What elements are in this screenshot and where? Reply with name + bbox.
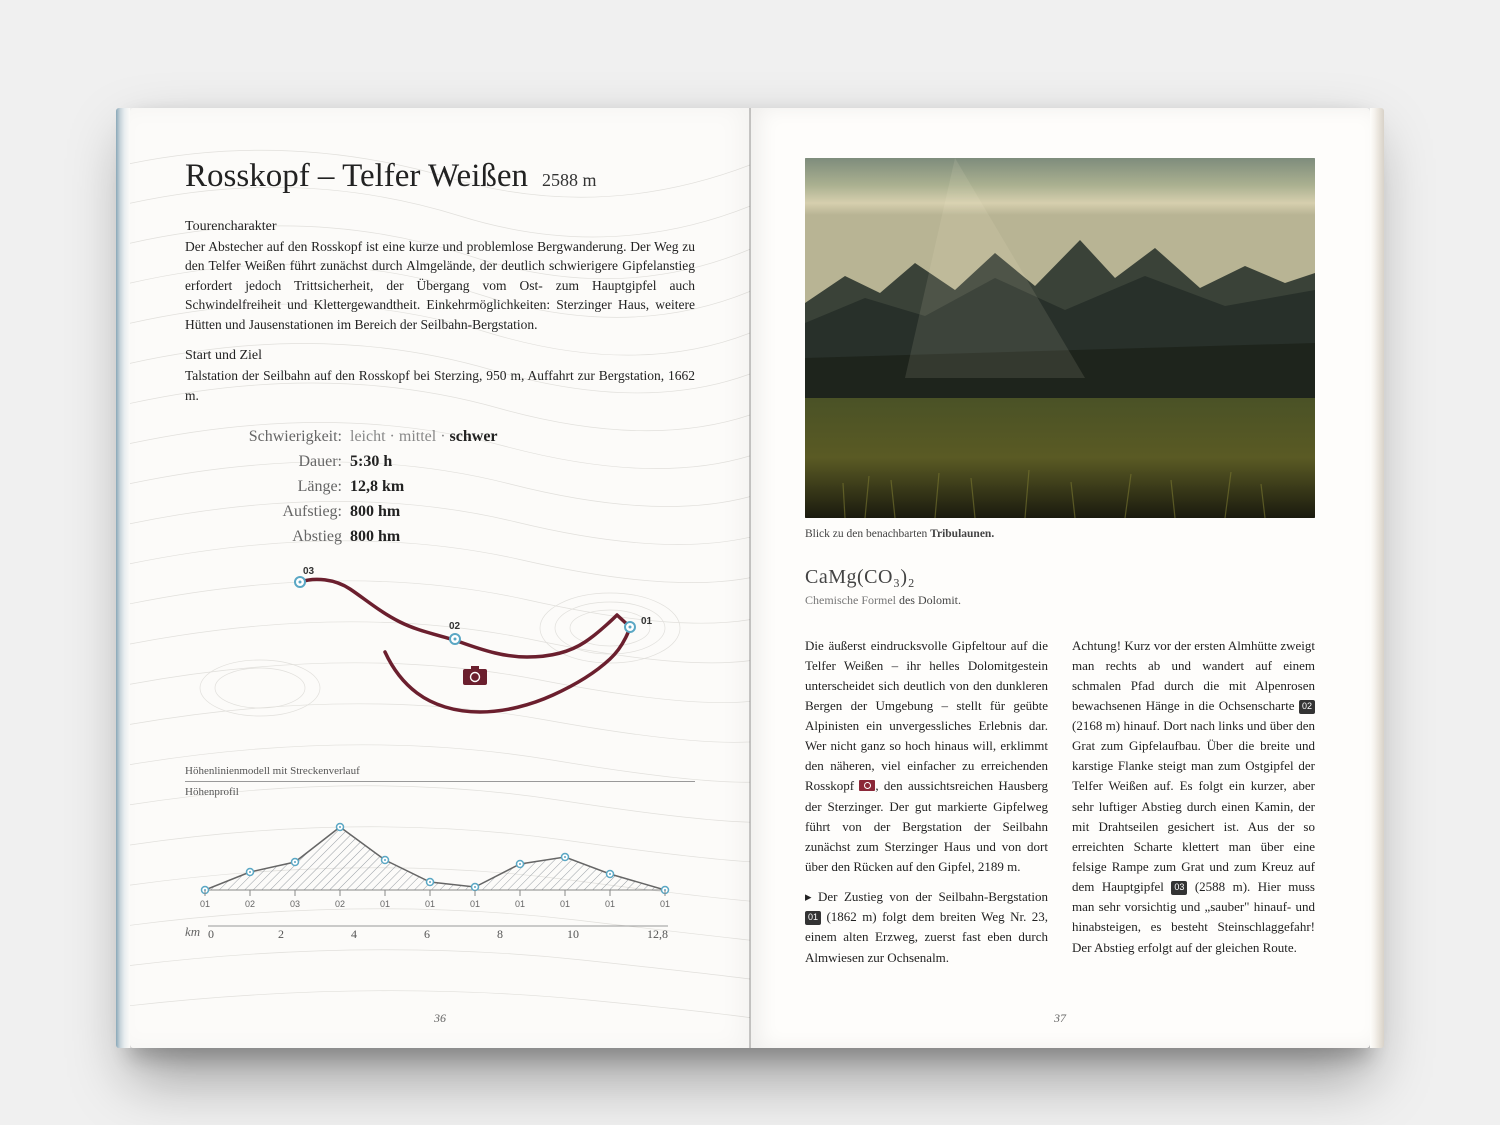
page-edge-right xyxy=(1370,108,1384,1048)
svg-text:0: 0 xyxy=(208,927,214,940)
page-edge-left xyxy=(116,108,130,1048)
svg-text:01: 01 xyxy=(641,616,653,627)
km-unit: km xyxy=(185,924,200,940)
ascent-value: 800 hm xyxy=(350,500,400,525)
route-stats: Schwierigkeit: leicht · mittel · schwer … xyxy=(185,425,695,549)
svg-text:01: 01 xyxy=(470,899,480,909)
km-axis: km 0 2 4 6 8 10 12,8 xyxy=(185,924,695,940)
route-map: 01 02 03 xyxy=(185,557,695,747)
elevation-profile: 01 02 03 02 01 01 01 01 01 01 01 xyxy=(185,812,695,922)
svg-text:01: 01 xyxy=(560,899,570,909)
body-text-columns: Die äußerst eindrucksvolle Gipfeltour au… xyxy=(805,636,1315,968)
svg-text:8: 8 xyxy=(497,927,503,940)
svg-text:03: 03 xyxy=(290,899,300,909)
svg-text:03: 03 xyxy=(303,566,315,577)
body-paragraph: Die äußerst eindrucksvolle Gipfeltour au… xyxy=(805,636,1048,878)
photo-caption: Blick zu den benachbarten Tribulaunen. xyxy=(805,528,1315,540)
route-elevation: 2588 m xyxy=(542,170,597,191)
formula-subtitle: Chemische Formel des Dolomit. xyxy=(805,593,1315,608)
character-text: Der Abstecher auf den Rosskopf ist eine … xyxy=(185,237,695,335)
body-paragraph: Achtung! Kurz vor der ersten Almhütte zw… xyxy=(1072,636,1315,958)
descent-label: Abstieg xyxy=(185,525,350,550)
difficulty-label: Schwierigkeit: xyxy=(185,425,350,450)
page-number-left: 36 xyxy=(434,1011,446,1026)
camera-icon xyxy=(859,780,875,791)
left-page: Rosskopf – Telfer Weißen 2588 m Tourench… xyxy=(130,108,750,1048)
right-page: Blick zu den benachbarten Tribulaunen. C… xyxy=(750,108,1370,1048)
difficulty-value: leicht · mittel · schwer xyxy=(350,425,498,450)
svg-text:01: 01 xyxy=(200,899,210,909)
waypoint-marker: 02 xyxy=(1299,700,1315,714)
svg-text:01: 01 xyxy=(425,899,435,909)
length-value: 12,8 km xyxy=(350,475,404,500)
landscape-photo xyxy=(805,158,1315,518)
start-text: Talstation der Seilbahn auf den Rosskopf… xyxy=(185,366,695,405)
page-number-right: 37 xyxy=(1054,1011,1066,1026)
svg-text:10: 10 xyxy=(567,927,579,940)
svg-text:01: 01 xyxy=(660,899,670,909)
spine-shadow xyxy=(749,108,751,1048)
svg-text:6: 6 xyxy=(424,927,430,940)
route-title: Rosskopf – Telfer Weißen xyxy=(185,158,528,195)
svg-text:02: 02 xyxy=(449,621,461,632)
svg-text:01: 01 xyxy=(380,899,390,909)
duration-value: 5:30 h xyxy=(350,450,392,475)
length-label: Länge: xyxy=(185,475,350,500)
descent-value: 800 hm xyxy=(350,525,400,550)
section-heading-start: Start und Ziel xyxy=(185,348,695,364)
book-spread: Rosskopf – Telfer Weißen 2588 m Tourench… xyxy=(130,108,1370,1048)
body-paragraph: ▸ Der Zustieg von der Seilbahn-Bergstati… xyxy=(805,887,1048,968)
svg-text:2: 2 xyxy=(278,927,284,940)
duration-label: Dauer: xyxy=(185,450,350,475)
svg-text:01: 01 xyxy=(605,899,615,909)
svg-text:02: 02 xyxy=(245,899,255,909)
ascent-label: Aufstieg: xyxy=(185,500,350,525)
svg-text:12,8: 12,8 xyxy=(647,927,668,940)
chemical-formula: CaMg(CO₃)₂ xyxy=(805,566,1315,589)
svg-text:02: 02 xyxy=(335,899,345,909)
section-heading-character: Tourencharakter xyxy=(185,219,695,235)
waypoint-marker: 03 xyxy=(1171,881,1187,895)
waypoint-marker: 01 xyxy=(805,911,821,925)
svg-text:4: 4 xyxy=(351,927,357,940)
map-label-profile: Höhenprofil xyxy=(185,782,695,798)
map-label-contour: Höhenlinienmodell mit Streckenverlauf xyxy=(185,765,695,782)
svg-text:01: 01 xyxy=(515,899,525,909)
